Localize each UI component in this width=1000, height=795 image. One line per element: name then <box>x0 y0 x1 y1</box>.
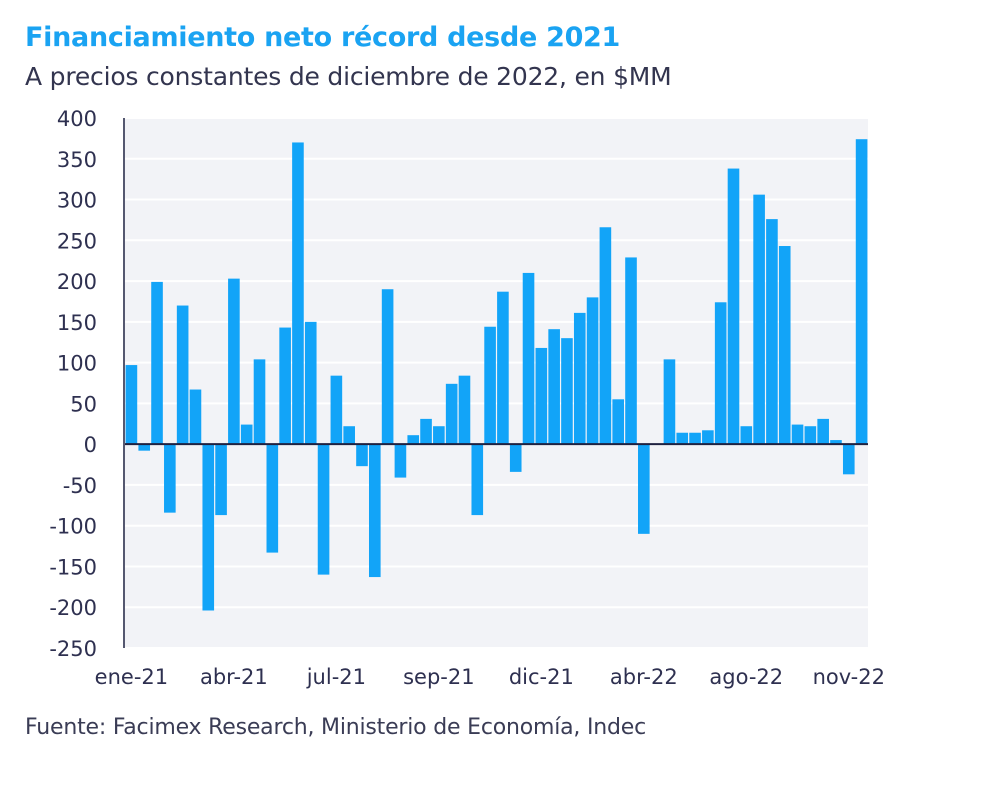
bar <box>189 389 202 445</box>
y-tick-label: 150 <box>57 311 97 335</box>
bar <box>663 359 676 445</box>
chart-subtitle: A precios constantes de diciembre de 202… <box>25 62 672 91</box>
bar <box>791 424 804 445</box>
bar <box>471 444 484 516</box>
bar <box>330 375 343 445</box>
bar <box>817 418 829 445</box>
bar <box>842 444 855 475</box>
bar <box>407 435 420 445</box>
bar <box>292 142 304 445</box>
chart-title: Financiamiento neto récord desde 2021 <box>25 22 621 53</box>
bar <box>381 289 394 445</box>
y-tick-label: -50 <box>63 474 97 498</box>
bar <box>164 444 176 513</box>
x-tick-labels: ene-21 abr-21 jul-21 sep-21 dic-21 abr-22 ago-… <box>95 665 885 689</box>
x-tick-label: abr-21 <box>200 665 268 689</box>
y-tick-label: 200 <box>57 270 97 294</box>
y-tick-label: -200 <box>49 596 97 620</box>
y-tick-label: 100 <box>57 352 97 376</box>
y-tick-label: -100 <box>49 515 97 539</box>
bar <box>497 291 509 445</box>
bar <box>458 375 471 445</box>
bar <box>855 139 868 445</box>
bar <box>484 326 496 445</box>
bar <box>740 426 753 445</box>
source-note: Fuente: Facimex Research, Ministerio de … <box>25 715 647 740</box>
bar <box>509 444 522 472</box>
bar <box>676 432 689 445</box>
x-tick-label: abr-22 <box>610 665 678 689</box>
bar <box>138 444 151 451</box>
bar <box>394 444 407 478</box>
x-tick-label: sep-21 <box>403 665 475 689</box>
bar <box>228 278 240 445</box>
bar <box>215 444 227 516</box>
bar <box>356 444 368 467</box>
bar <box>266 444 279 553</box>
y-tick-label: 50 <box>70 392 97 416</box>
y-tick-labels: 400 350 300 250 200 150 100 50 0 -50 -100 -150 -200 -… <box>49 107 97 661</box>
bar <box>830 440 842 445</box>
x-tick-label: nov-22 <box>813 665 885 689</box>
x-tick-label: jul-21 <box>306 665 366 689</box>
bar <box>202 444 215 611</box>
bar <box>535 347 548 445</box>
bar <box>638 444 650 534</box>
bar <box>702 430 714 445</box>
bar <box>778 246 791 445</box>
bar <box>689 432 701 445</box>
bar <box>804 426 817 445</box>
bar <box>279 327 291 445</box>
y-tick-label: 400 <box>57 107 97 131</box>
bar <box>420 418 432 445</box>
bar <box>753 194 765 445</box>
bar <box>176 305 189 445</box>
bar <box>522 272 535 445</box>
bar <box>612 399 625 445</box>
x-tick-label: dic-21 <box>509 665 574 689</box>
x-tick-label: ago-22 <box>709 665 783 689</box>
bar <box>125 365 138 445</box>
bar <box>304 321 317 445</box>
bar <box>573 312 586 445</box>
y-tick-label: 350 <box>57 148 97 172</box>
bar <box>586 297 599 445</box>
bar <box>317 444 330 575</box>
x-tick-label: ene-21 <box>95 665 168 689</box>
bar <box>433 426 445 445</box>
bar <box>240 424 253 445</box>
y-tick-label: 0 <box>84 433 97 457</box>
y-tick-label: 300 <box>57 189 97 213</box>
bar <box>343 426 355 445</box>
y-tick-label: -150 <box>49 555 97 579</box>
bar <box>561 338 573 445</box>
y-tick-label: -250 <box>49 637 97 661</box>
bar <box>625 257 637 445</box>
bar <box>548 329 560 445</box>
bar <box>253 359 266 445</box>
bars <box>125 139 868 611</box>
bar <box>766 219 778 445</box>
bar <box>714 302 727 445</box>
bar <box>727 168 740 445</box>
y-tick-label: 250 <box>57 229 97 253</box>
plot-background <box>125 118 868 648</box>
bar <box>368 444 381 578</box>
bar <box>599 227 612 445</box>
bar <box>445 383 458 445</box>
bar <box>151 281 163 445</box>
